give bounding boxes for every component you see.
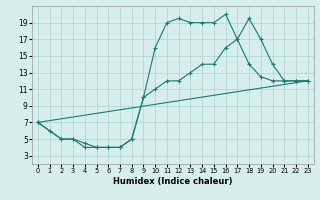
X-axis label: Humidex (Indice chaleur): Humidex (Indice chaleur) xyxy=(113,177,233,186)
